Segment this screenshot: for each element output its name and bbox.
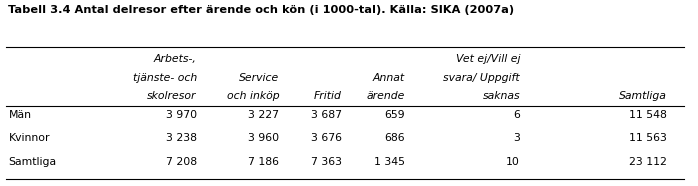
Text: ärende: ärende bbox=[366, 91, 405, 101]
Text: 3 227: 3 227 bbox=[248, 110, 279, 120]
Text: svara/ Uppgift: svara/ Uppgift bbox=[443, 73, 520, 83]
Text: Män: Män bbox=[8, 110, 31, 120]
Text: Tabell 3.4 Antal delresor efter ärende och kön (i 1000-tal). Källa: SIKA (2007a): Tabell 3.4 Antal delresor efter ärende o… bbox=[8, 5, 514, 15]
Text: Samtliga: Samtliga bbox=[8, 157, 57, 167]
Text: 3 238: 3 238 bbox=[166, 133, 197, 143]
Text: Fritid: Fritid bbox=[314, 91, 342, 101]
Text: 3 970: 3 970 bbox=[165, 110, 197, 120]
Text: Service: Service bbox=[239, 73, 279, 83]
Text: skolresor: skolresor bbox=[147, 91, 197, 101]
Text: 11 548: 11 548 bbox=[629, 110, 667, 120]
Text: Annat: Annat bbox=[373, 73, 405, 83]
Text: Vet ej/Vill ej: Vet ej/Vill ej bbox=[456, 54, 520, 64]
Text: 7 208: 7 208 bbox=[165, 157, 197, 167]
Text: 686: 686 bbox=[384, 133, 405, 143]
Text: 3 676: 3 676 bbox=[311, 133, 342, 143]
Text: 3: 3 bbox=[513, 133, 520, 143]
Text: 10: 10 bbox=[506, 157, 520, 167]
Text: Kvinnor: Kvinnor bbox=[8, 133, 50, 143]
Text: 659: 659 bbox=[384, 110, 405, 120]
Text: 1 345: 1 345 bbox=[374, 157, 405, 167]
Text: 3 687: 3 687 bbox=[311, 110, 342, 120]
Text: 7 186: 7 186 bbox=[248, 157, 279, 167]
Text: 3 960: 3 960 bbox=[248, 133, 279, 143]
Text: 11 563: 11 563 bbox=[629, 133, 667, 143]
Text: och inköp: och inköp bbox=[227, 91, 279, 101]
Text: 7 363: 7 363 bbox=[311, 157, 342, 167]
Text: Samtliga: Samtliga bbox=[618, 91, 667, 101]
Text: Arbets-,: Arbets-, bbox=[154, 54, 197, 64]
Text: 23 112: 23 112 bbox=[629, 157, 667, 167]
Text: tjänste- och: tjänste- och bbox=[133, 73, 197, 83]
Text: saknas: saknas bbox=[482, 91, 520, 101]
Text: 6: 6 bbox=[513, 110, 520, 120]
